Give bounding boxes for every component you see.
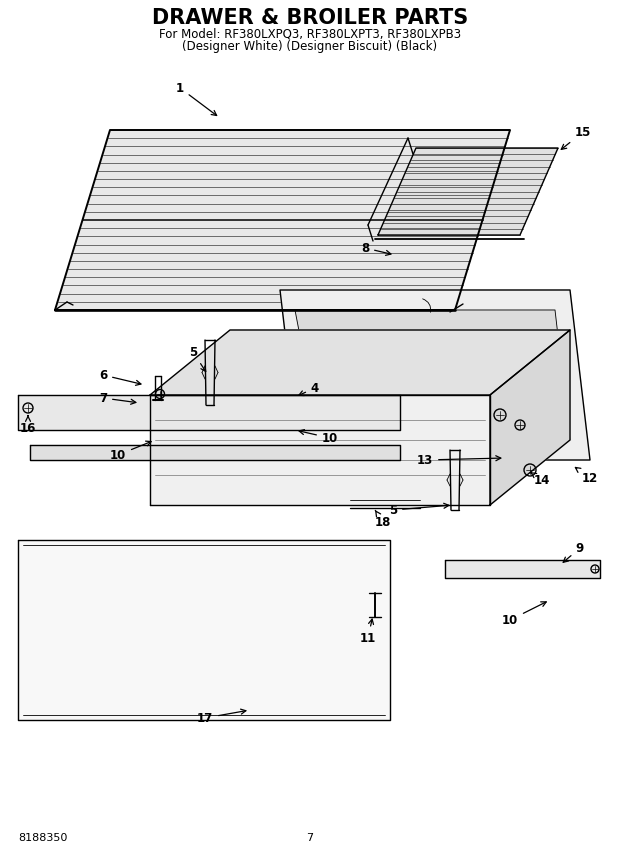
Text: 6: 6	[99, 368, 141, 385]
Text: 12: 12	[575, 467, 598, 484]
Text: 5: 5	[189, 346, 206, 372]
Text: 7: 7	[99, 391, 136, 405]
Polygon shape	[295, 310, 570, 440]
Text: 11: 11	[360, 619, 376, 645]
Text: 17: 17	[197, 709, 246, 724]
Polygon shape	[18, 540, 390, 720]
Text: 5: 5	[389, 503, 449, 516]
Polygon shape	[378, 148, 558, 235]
Text: 10: 10	[502, 602, 546, 627]
Polygon shape	[490, 330, 570, 505]
Text: 10: 10	[110, 441, 151, 461]
Polygon shape	[150, 330, 570, 395]
Text: 8188350: 8188350	[18, 833, 68, 843]
Polygon shape	[280, 290, 590, 460]
Polygon shape	[150, 395, 490, 505]
Text: For Model: RF380LXPQ3, RF380LXPT3, RF380LXPB3: For Model: RF380LXPQ3, RF380LXPT3, RF380…	[159, 27, 461, 40]
Text: 1: 1	[176, 81, 216, 116]
Text: 7: 7	[306, 833, 314, 843]
Text: 9: 9	[563, 542, 584, 562]
Text: (Designer White) (Designer Biscuit) (Black): (Designer White) (Designer Biscuit) (Bla…	[182, 39, 438, 52]
Polygon shape	[445, 560, 600, 578]
Text: 14: 14	[531, 473, 550, 486]
Text: 10: 10	[299, 430, 338, 444]
Text: DRAWER & BROILER PARTS: DRAWER & BROILER PARTS	[152, 8, 468, 28]
Polygon shape	[18, 395, 400, 430]
Text: 15: 15	[561, 126, 591, 150]
Text: 16: 16	[20, 416, 36, 435]
Polygon shape	[55, 130, 510, 310]
Text: 8: 8	[361, 241, 391, 255]
Polygon shape	[30, 445, 400, 460]
Text: 13: 13	[417, 454, 501, 467]
Text: 18: 18	[375, 510, 391, 528]
Text: 4: 4	[299, 382, 319, 395]
